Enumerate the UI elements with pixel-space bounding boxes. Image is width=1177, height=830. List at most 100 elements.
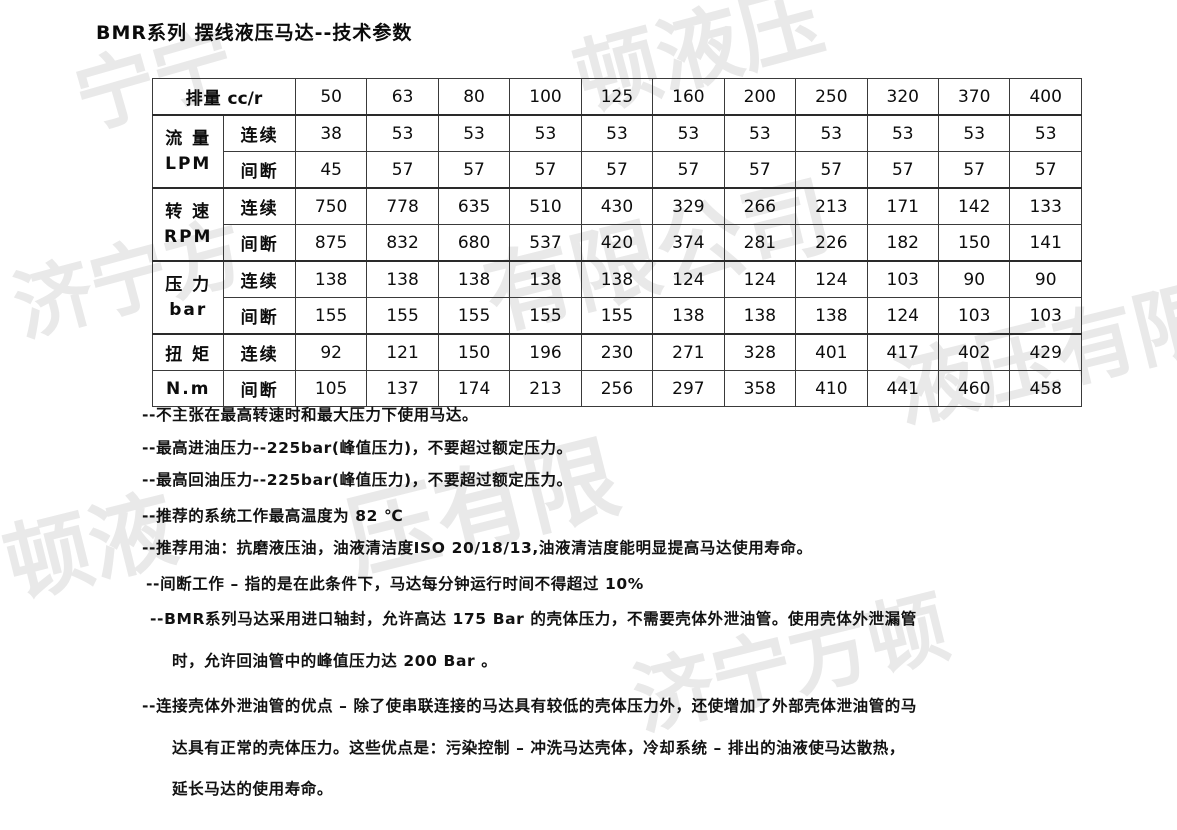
header-displacement-value: 125 [580, 78, 654, 116]
table-cell: 750 [294, 187, 368, 225]
note-line: --推荐用油：抗磨液压油，油液清洁度ISO 20/18/13,油液清洁度能明显提… [142, 539, 813, 557]
table-cell: 441 [866, 370, 939, 407]
table-cell: 53 [795, 114, 868, 152]
table-cell: 256 [580, 370, 654, 407]
header-displacement-value: 80 [437, 78, 511, 116]
table-cell: 155 [437, 297, 511, 335]
table-cell: 138 [294, 260, 368, 298]
header-displacement-label: 排量 cc/r [152, 78, 296, 116]
table-cell: 213 [795, 187, 868, 225]
note-line: --不主张在最高转速时和最大压力下使用马达。 [142, 406, 479, 424]
table-cell: 182 [866, 224, 939, 262]
specifications-table: 排量 cc/r 50 63 80 100 125 160 200 250 320 370 400 流 量… [151, 78, 1082, 407]
table-cell: 196 [509, 333, 582, 371]
table-cell: 358 [723, 370, 797, 407]
table-cell: 53 [437, 114, 511, 152]
row-sub-label: 连续 [223, 333, 296, 371]
table-cell: 90 [937, 260, 1011, 298]
table-cell: 57 [795, 151, 868, 189]
table-cell: 57 [723, 151, 797, 189]
table-cell: 53 [866, 114, 939, 152]
table-cell: 420 [580, 224, 654, 262]
row-group-label: 压 力 bar [151, 260, 225, 335]
row-sub-label: 连续 [223, 187, 296, 225]
table-cell: 57 [1009, 151, 1082, 189]
table-cell: 281 [723, 224, 797, 262]
note-line: --间断工作 – 指的是在此条件下，马达每分钟运行时间不得超过 10% [146, 574, 644, 593]
table-cell: 57 [866, 151, 939, 189]
table-cell: 105 [294, 370, 368, 407]
table-row: 间断 875 832 680 537 420 374 281 226 182 150 141 [153, 224, 1082, 262]
table-cell: 155 [366, 297, 439, 335]
table-cell: 57 [580, 151, 654, 189]
header-displacement-value: 50 [294, 78, 368, 116]
table-cell: 124 [723, 260, 797, 298]
table-cell: 230 [580, 333, 654, 371]
note-line: --连接壳体外泄油管的优点 – 除了使串联连接的马达具有较低的壳体压力外，还使增… [142, 697, 918, 715]
table-cell: 138 [366, 260, 439, 298]
table-cell: 133 [1009, 187, 1082, 225]
table-cell: 53 [580, 114, 654, 152]
table-cell: 90 [1009, 260, 1082, 298]
table-cell: 155 [509, 297, 582, 335]
table-cell: 329 [652, 187, 725, 225]
header-displacement-value: 63 [366, 78, 439, 116]
table-cell: 460 [937, 370, 1011, 407]
table-cell: 38 [294, 114, 368, 152]
table-cell: 53 [366, 114, 439, 152]
table-cell: 57 [509, 151, 582, 189]
table-cell: 138 [795, 297, 868, 335]
table-cell: 402 [937, 333, 1011, 371]
table-cell: 103 [866, 260, 939, 298]
table-cell: 53 [509, 114, 582, 152]
table-row: 间断 155 155 155 155 155 138 138 138 124 103 103 [153, 297, 1082, 335]
table-cell: 53 [723, 114, 797, 152]
row-sub-label: 连续 [223, 260, 296, 298]
table-cell: 138 [723, 297, 797, 335]
table-header-row: 排量 cc/r 50 63 80 100 125 160 200 250 320 370 400 [152, 78, 1082, 116]
table-cell: 374 [652, 224, 725, 262]
table-cell: 141 [1009, 224, 1082, 262]
table-cell: 155 [294, 297, 368, 335]
table-cell: 103 [937, 297, 1011, 335]
table-cell: 635 [437, 187, 511, 225]
page-title: BMR系列 摆线液压马达--技术参数 [96, 22, 413, 44]
table-cell: 430 [580, 187, 654, 225]
table-cell: 417 [866, 333, 939, 371]
row-sub-label: 间断 [223, 370, 296, 407]
table-cell: 171 [866, 187, 939, 225]
row-group-label: N.m [151, 370, 225, 407]
table-cell: 271 [652, 333, 725, 371]
table-cell: 57 [652, 151, 725, 189]
header-displacement-value: 400 [1009, 78, 1082, 116]
header-displacement-value: 250 [795, 78, 868, 116]
table-cell: 137 [366, 370, 439, 407]
table-cell: 213 [509, 370, 582, 407]
table-cell: 155 [580, 297, 654, 335]
table-cell: 150 [937, 224, 1011, 262]
table-cell: 138 [580, 260, 654, 298]
table-row: N.m 间断 105 137 174 213 256 297 358 410 441 460 458 [151, 370, 1082, 407]
table-cell: 92 [294, 333, 368, 371]
table-cell: 832 [366, 224, 439, 262]
row-group-label: 转 速 RPM [151, 187, 225, 262]
row-group-label: 扭 矩 [151, 333, 225, 371]
table-cell: 103 [1009, 297, 1082, 335]
specifications-table-container: 排量 cc/r 50 63 80 100 125 160 200 250 320 370 400 流 量… [151, 78, 1082, 407]
note-line: 达具有正常的壳体压力。这些优点是：污染控制 – 冲洗马达壳体，冷却系统 – 排出… [172, 738, 905, 757]
table-cell: 328 [723, 333, 797, 371]
table-cell: 53 [1009, 114, 1082, 152]
table-cell: 124 [795, 260, 868, 298]
header-displacement-value: 160 [652, 78, 725, 116]
header-displacement-value: 200 [723, 78, 797, 116]
table-cell: 297 [652, 370, 725, 407]
row-sub-label: 间断 [223, 297, 296, 335]
note-line: 延长马达的使用寿命。 [172, 780, 334, 798]
table-cell: 266 [723, 187, 797, 225]
table-cell: 142 [937, 187, 1011, 225]
header-displacement-value: 100 [509, 78, 582, 116]
note-line: --最高回油压力--225bar(峰值压力)，不要超过额定压力。 [142, 471, 573, 489]
row-sub-label: 间断 [223, 151, 296, 189]
row-sub-label: 连续 [223, 114, 296, 152]
table-cell: 138 [652, 297, 725, 335]
